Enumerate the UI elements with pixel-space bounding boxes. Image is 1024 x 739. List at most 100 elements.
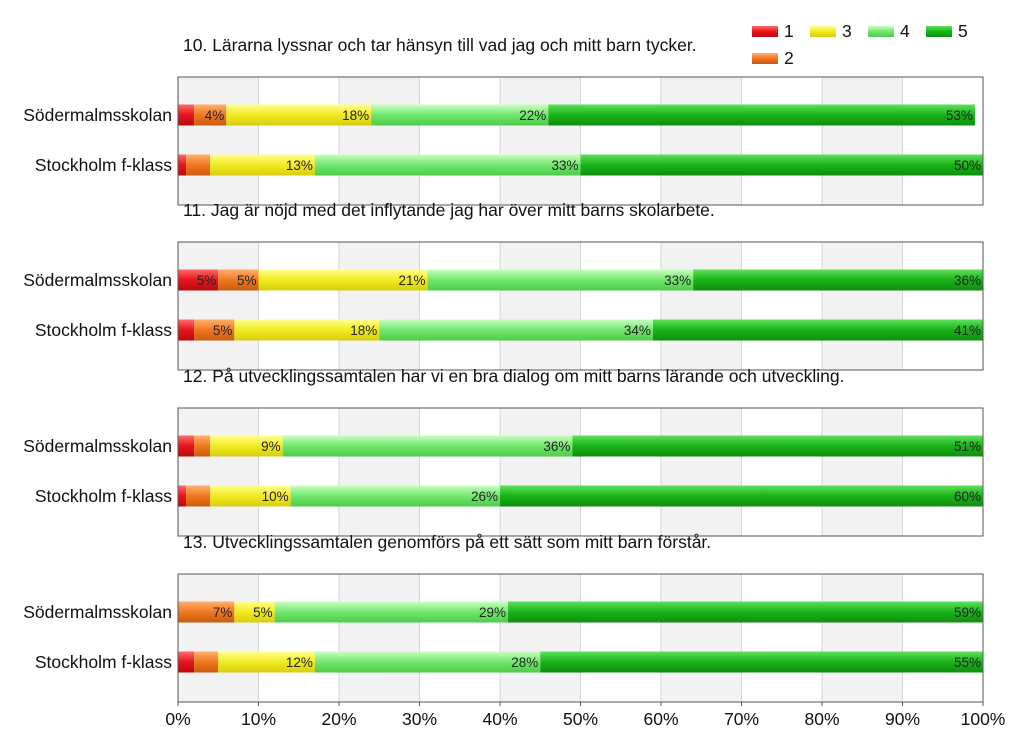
bar-segment-1 bbox=[178, 485, 187, 507]
grid-band bbox=[661, 242, 742, 370]
legend-item-2: 2 bbox=[752, 48, 794, 68]
bar-segment-3 bbox=[210, 154, 315, 176]
data-label: 12% bbox=[286, 655, 313, 670]
data-label: 26% bbox=[471, 489, 498, 504]
data-label: 34% bbox=[624, 323, 651, 338]
data-label: 55% bbox=[954, 655, 981, 670]
bar-segment-4 bbox=[282, 435, 573, 457]
data-label: 21% bbox=[399, 273, 426, 288]
x-tick-label: 80% bbox=[804, 709, 839, 729]
bar-segment-2 bbox=[194, 319, 235, 341]
legend-label: 4 bbox=[900, 21, 910, 41]
row-label: Södermalmsskolan bbox=[23, 602, 172, 622]
bar-segment-1 bbox=[178, 651, 195, 673]
bar-segment-1 bbox=[178, 269, 219, 291]
bar-segment-2 bbox=[186, 154, 211, 176]
data-label: 18% bbox=[350, 323, 377, 338]
legend-label: 3 bbox=[842, 21, 852, 41]
data-label: 51% bbox=[954, 439, 981, 454]
data-label: 5% bbox=[213, 323, 233, 338]
x-tick-label: 0% bbox=[165, 709, 190, 729]
bar-segment-5 bbox=[548, 104, 975, 126]
grid-band bbox=[178, 408, 259, 536]
bar-segment-2 bbox=[186, 485, 211, 507]
data-label: 60% bbox=[954, 489, 981, 504]
bar-segment-5 bbox=[693, 269, 983, 291]
data-label: 18% bbox=[342, 108, 369, 123]
legend-swatch bbox=[752, 53, 778, 64]
legend-item-5: 5 bbox=[926, 21, 968, 41]
row-label: Stockholm f-klass bbox=[35, 486, 172, 506]
data-label: 50% bbox=[954, 158, 981, 173]
x-tick-label: 70% bbox=[724, 709, 759, 729]
legend-item-4: 4 bbox=[868, 21, 910, 41]
data-label: 33% bbox=[551, 158, 578, 173]
bar-segment-5 bbox=[508, 601, 983, 623]
bar-segment-2 bbox=[178, 601, 235, 623]
grid-band bbox=[822, 242, 903, 370]
data-label: 28% bbox=[511, 655, 538, 670]
bar-segment-3 bbox=[234, 319, 380, 341]
panel-3: 12. På utvecklingssamtalen har vi en bra… bbox=[23, 366, 984, 537]
grid-band bbox=[661, 77, 742, 205]
row-label: Stockholm f-klass bbox=[35, 320, 172, 340]
bar-segment-4 bbox=[314, 651, 541, 673]
bar-segment-4 bbox=[379, 319, 653, 341]
x-tick-label: 100% bbox=[961, 709, 1006, 729]
x-tick-label: 90% bbox=[885, 709, 920, 729]
legend-label: 5 bbox=[958, 21, 968, 41]
bar-segment-4 bbox=[290, 485, 500, 507]
grid-band bbox=[339, 408, 420, 536]
bar-segment-1 bbox=[178, 319, 195, 341]
bar-segment-3 bbox=[258, 269, 428, 291]
grid-band bbox=[661, 408, 742, 536]
data-label: 36% bbox=[954, 273, 981, 288]
bar-segment-2 bbox=[218, 269, 259, 291]
legend-swatch bbox=[926, 26, 952, 37]
bar-segment-2 bbox=[194, 435, 211, 457]
grid-band bbox=[178, 77, 259, 205]
plot-frame bbox=[177, 407, 984, 537]
grid-band bbox=[500, 77, 581, 205]
row-label: Södermalmsskolan bbox=[23, 270, 172, 290]
legend-item-3: 3 bbox=[810, 21, 852, 41]
bar-segment-1 bbox=[178, 154, 187, 176]
grid-band bbox=[178, 574, 259, 702]
bar-segment-5 bbox=[652, 319, 983, 341]
data-label: 36% bbox=[543, 439, 570, 454]
grid-band bbox=[822, 574, 903, 702]
data-label: 33% bbox=[664, 273, 691, 288]
bar-segment-4 bbox=[427, 269, 694, 291]
grid-band bbox=[822, 408, 903, 536]
panel-title: 11. Jag är nöjd med det inflytande jag h… bbox=[183, 200, 715, 220]
panel-4: 13. Utvecklingssamtalen genomförs på ett… bbox=[23, 532, 984, 703]
bar-segment-4 bbox=[314, 154, 581, 176]
grid-band bbox=[178, 242, 259, 370]
bar-segment-3 bbox=[210, 485, 291, 507]
grid-band bbox=[500, 574, 581, 702]
bar-segment-1 bbox=[178, 104, 195, 126]
bar-segment-5 bbox=[572, 435, 983, 457]
x-tick-label: 20% bbox=[321, 709, 356, 729]
bar-segment-5 bbox=[580, 154, 983, 176]
x-tick-label: 50% bbox=[563, 709, 598, 729]
row-label: Södermalmsskolan bbox=[23, 436, 172, 456]
data-label: 5% bbox=[253, 605, 273, 620]
bar-segment-4 bbox=[371, 104, 549, 126]
row-label: Stockholm f-klass bbox=[35, 652, 172, 672]
data-label: 41% bbox=[954, 323, 981, 338]
grid-band bbox=[339, 574, 420, 702]
bar-segment-4 bbox=[274, 601, 509, 623]
grid-band bbox=[500, 408, 581, 536]
panel-1: 10. Lärarna lyssnar och tar hänsyn till … bbox=[23, 35, 984, 206]
legend-label: 2 bbox=[784, 48, 794, 68]
x-tick-label: 10% bbox=[241, 709, 276, 729]
data-label: 7% bbox=[213, 605, 233, 620]
grid-band bbox=[661, 574, 742, 702]
data-label: 29% bbox=[479, 605, 506, 620]
data-label: 53% bbox=[946, 108, 973, 123]
x-tick-label: 40% bbox=[482, 709, 517, 729]
grid-band bbox=[339, 77, 420, 205]
legend-label: 1 bbox=[784, 21, 794, 41]
